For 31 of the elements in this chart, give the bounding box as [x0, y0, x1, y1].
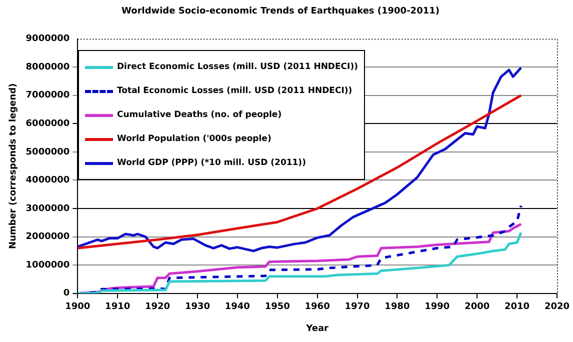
x-tick-label: 1950: [264, 302, 290, 312]
y-axis-title: Number (corresponds to legend): [8, 83, 19, 249]
legend-label: World Population ('000s people): [117, 134, 272, 144]
x-tick-label: 1930: [184, 302, 210, 312]
x-axis-title: Year: [305, 324, 330, 334]
y-tick-label: 2000000: [26, 232, 70, 242]
legend-label: Total Economic Losses (mill. USD (2011 HNDECI)): [117, 86, 352, 96]
y-tick-label: 3000000: [26, 204, 70, 214]
x-tick-label: 1980: [384, 302, 410, 312]
x-tick-label: 1970: [344, 302, 370, 312]
x-tick-label: 1910: [105, 302, 130, 312]
legend-label: Cumulative Deaths (no. of people): [117, 110, 282, 120]
legend-label: World GDP (PPP) (*10 mill. USD (2011)): [117, 158, 306, 168]
chart-title: Worldwide Socio-economic Trends of Earthquakes (1900-2011): [122, 6, 440, 17]
y-tick-label: 7000000: [26, 90, 70, 101]
y-tick-label: 6000000: [26, 119, 70, 130]
y-tick-label: 0: [63, 288, 70, 299]
x-tick-label: 1920: [145, 302, 170, 312]
y-tick-label: 4000000: [26, 176, 70, 186]
y-tick-label: 1000000: [26, 260, 70, 270]
x-tick-label: 1990: [424, 302, 450, 312]
y-tick-label: 9000000: [26, 34, 70, 44]
y-tick-label: 8000000: [26, 62, 70, 72]
x-tick-label: 1940: [224, 302, 250, 312]
x-tick-label: 2020: [544, 302, 570, 312]
x-tick-label: 2010: [504, 302, 530, 312]
x-tick-label: 1960: [304, 302, 330, 312]
legend-label: Direct Economic Losses (mill. USD (2011 HNDECI)): [117, 62, 358, 72]
y-tick-label: 5000000: [26, 147, 70, 158]
x-tick-label: 2000: [464, 302, 490, 312]
x-tick-label: 1900: [65, 302, 90, 312]
